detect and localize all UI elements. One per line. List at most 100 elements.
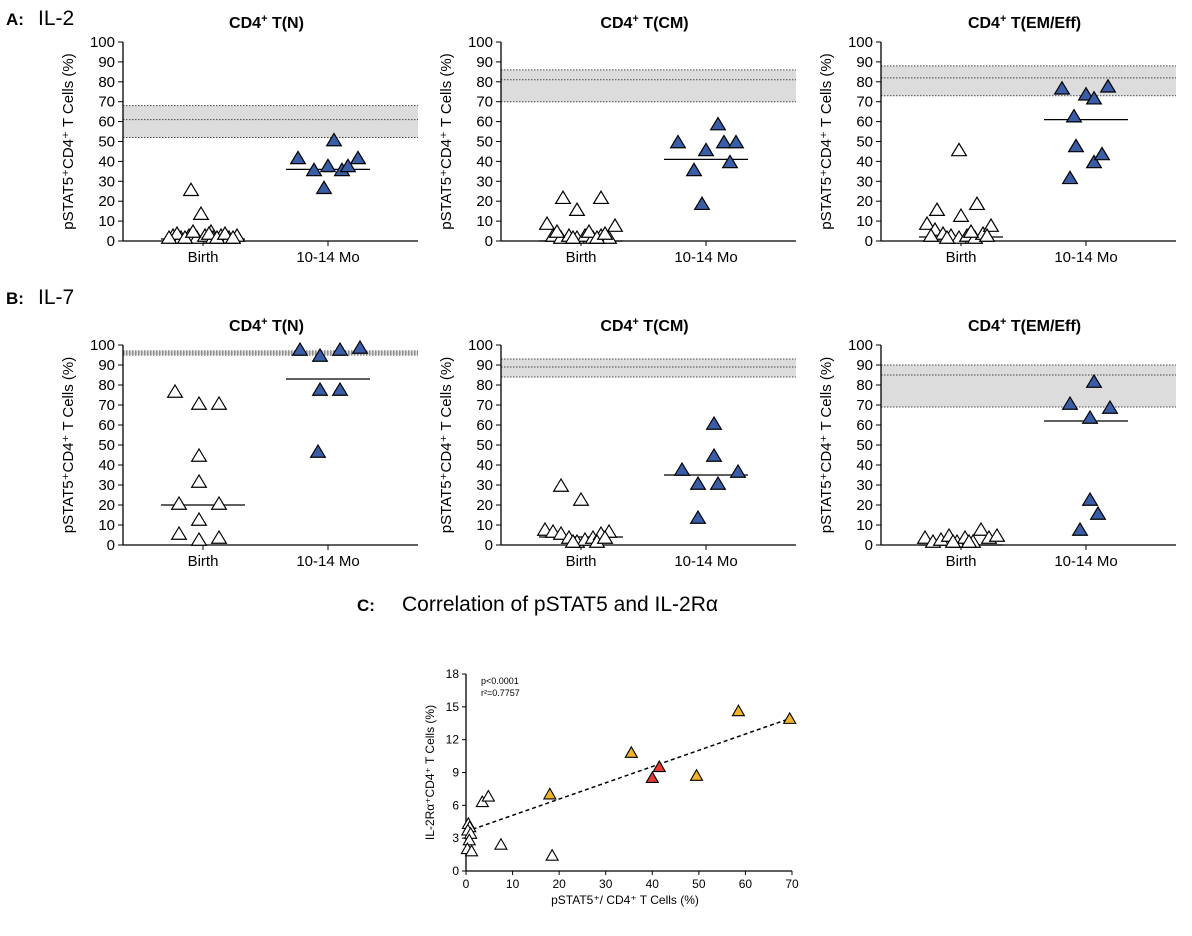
y-tick-label: 0 [485,233,493,250]
y-tick-label: 10 [856,517,873,534]
chart-title-sup: + [1000,316,1006,328]
data-point-birth [182,182,200,197]
data-point-birth [572,491,590,506]
data-point-birth [596,225,614,240]
data-point-10-14-mo [1081,491,1099,506]
y-tick-label: 70 [98,397,115,414]
data-point-birth [170,495,188,510]
y-tick-label: 70 [856,94,873,111]
y-tick-label: 20 [476,497,493,514]
data-point-birth [944,533,962,548]
y-tick-label: 60 [856,417,873,434]
data-point-10-14-mo [715,134,733,149]
data-point-birth [592,190,610,205]
y-tick-label: 100 [468,34,493,51]
y-tick-label: 10 [98,213,115,230]
data-point-birth [190,395,208,410]
y-axis-label: pSTAT5⁺CD4⁺ T Cells (%) [60,53,77,229]
y-tick-label: 100 [90,34,115,51]
x-tick-label: Birth [566,553,597,570]
y-tick-label: 80 [856,377,873,394]
chart-title-prefix: CD4 [600,318,632,335]
y-tick-label: 10 [476,517,493,534]
y-tick-label: 40 [476,153,493,170]
data-point-red [645,770,660,784]
y-tick-label: 30 [856,477,873,494]
y-tick-label: 70 [476,94,493,111]
y-tick-label: 60 [476,417,493,434]
x-tick-label: 40 [646,877,660,891]
y-tick-label: 80 [476,377,493,394]
chart-title-sup: + [261,316,267,328]
data-point-birth [916,529,934,544]
data-point-10-14-mo [1099,78,1117,93]
data-point-birth [552,477,570,492]
data-point-birth [538,215,556,230]
data-point-birth [190,447,208,462]
y-axis-label: pSTAT5⁺CD4⁺ T Cells (%) [818,53,835,229]
data-point-10-14-mo [709,116,727,131]
y-tick-label: 10 [98,517,115,534]
data-point-10-14-mo [315,180,333,195]
data-point-10-14-mo [339,158,357,173]
data-point-10-14-mo [325,132,343,147]
y-tick-label: 0 [107,233,115,250]
data-point-birth [210,395,228,410]
y-tick-label: 30 [98,477,115,494]
data-point-10-14-mo [1085,90,1103,105]
panel-b-letter: B: [6,289,24,308]
x-tick-label: 20 [552,877,566,891]
data-point-10-14-mo [291,341,309,356]
panel-b-label: IL-7 [38,286,74,309]
data-point-birth [952,207,970,222]
data-point-10-14-mo [1085,154,1103,169]
data-point-red [652,759,667,773]
data-point-birth [580,223,598,238]
data-point-birth [548,223,566,238]
y-tick-label: 20 [856,497,873,514]
data-point-birth [596,529,614,544]
data-point-10-14-mo [697,142,715,157]
data-point-10-14-mo [319,158,337,173]
reference-band [123,105,418,138]
x-tick-label: 10-14 Mo [296,249,359,266]
x-tick-label: Birth [188,553,219,570]
data-point-birth [554,190,572,205]
data-point-10-14-mo [721,154,739,169]
data-point-birth [960,533,978,548]
data-point-orange [731,704,746,717]
y-tick-label: 0 [865,537,873,554]
y-tick-label: 70 [98,94,115,111]
chart-title-suffix: T(EM/Eff) [1006,318,1081,335]
chart-title-sup: + [632,316,638,328]
y-tick-label: 0 [485,537,493,554]
panel-a-label: IL-2 [38,7,74,30]
y-axis-label: pSTAT5⁺CD4⁺ T Cells (%) [438,357,455,533]
y-tick-label: 20 [98,497,115,514]
chart-title: CD4+ T(EM/Eff) [968,13,1081,32]
y-tick-label: 30 [476,173,493,190]
data-point-birth [190,511,208,526]
data-point-birth [210,495,228,510]
y-tick-label: 40 [856,457,873,474]
y-tick-label: 10 [856,213,873,230]
data-point-birth [962,223,980,238]
data-point-10-14-mo [311,347,329,362]
y-tick-label: 10 [476,213,493,230]
y-tick-label: 90 [476,357,493,374]
data-point-10-14-mo [309,443,327,458]
y-tick-label: 40 [856,153,873,170]
y-tick-label: 30 [856,173,873,190]
y-tick-label: 80 [98,74,115,91]
chart-title-prefix: CD4 [968,318,1000,335]
y-tick-label: 50 [98,437,115,454]
data-point-10-14-mo [1101,399,1119,414]
y-tick-label: 40 [476,457,493,474]
x-tick-label: 10-14 Mo [1054,249,1117,266]
data-point-10-14-mo [709,475,727,490]
data-point-birth [160,229,178,244]
data-point-10-14-mo [1085,373,1103,388]
x-tick-label: Birth [946,553,977,570]
y-tick-label: 90 [856,357,873,374]
plot-a-il2-naive: 0 10 20 30 40 50 60 70 80 90 100 Birth 10-14 Mo pSTAT… [60,13,418,266]
